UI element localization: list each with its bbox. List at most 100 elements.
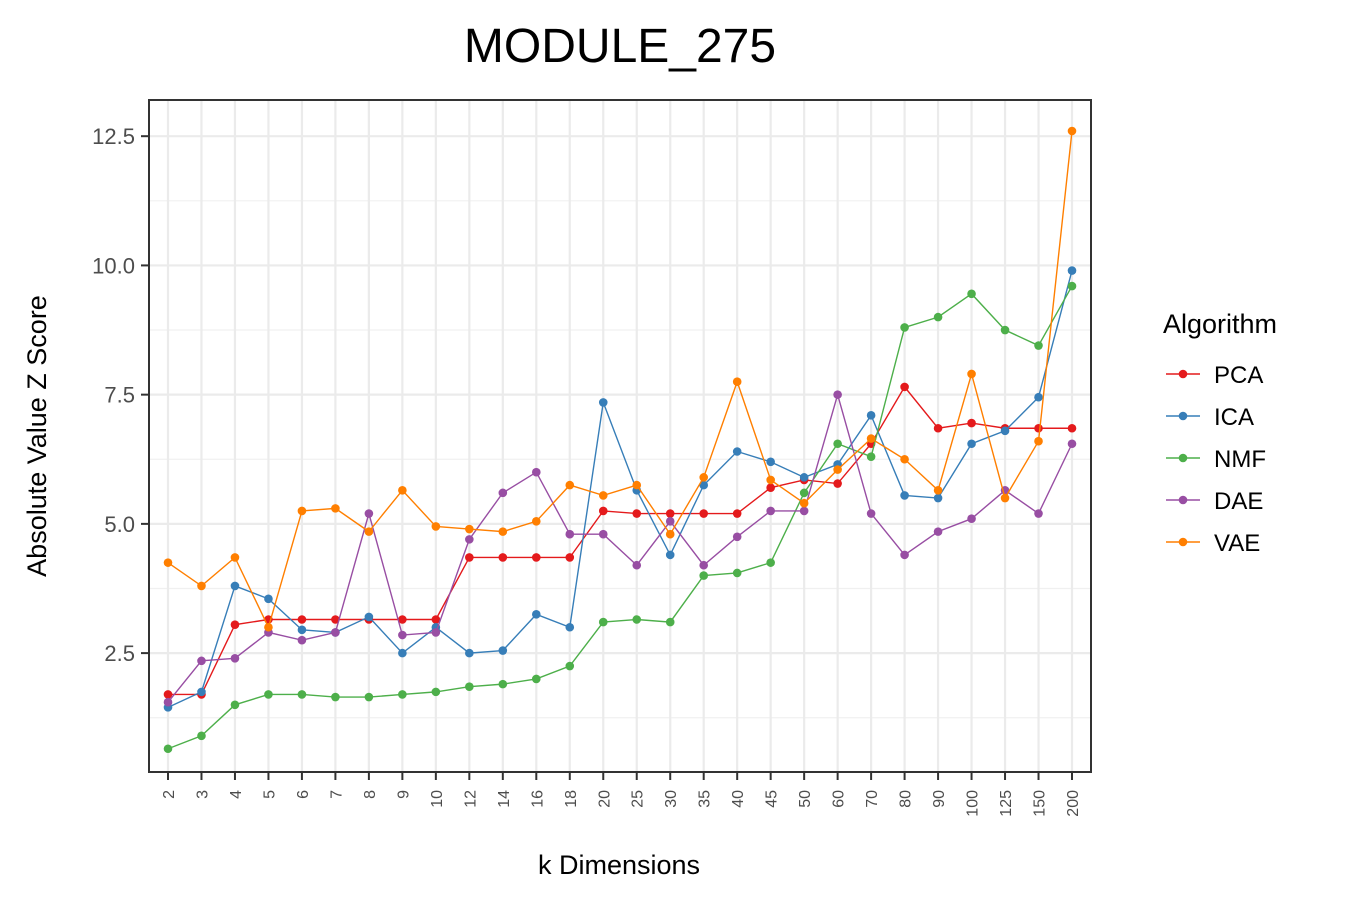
- data-point-nmf: [900, 323, 909, 332]
- data-point-dae: [1034, 509, 1043, 518]
- legend-item-ica: ICA: [1166, 404, 1254, 431]
- data-point-pca: [766, 483, 775, 492]
- data-point-nmf: [431, 687, 441, 697]
- data-point-pca: [297, 615, 307, 624]
- legend-label: PCA: [1214, 362, 1263, 389]
- data-point-vae: [498, 527, 508, 536]
- series-vae: [163, 126, 1077, 632]
- x-tick-label: 60: [831, 790, 848, 808]
- data-point-dae: [197, 656, 206, 666]
- data-point-pca: [1067, 423, 1077, 433]
- legend-key-point: [1178, 537, 1188, 547]
- data-point-nmf: [967, 289, 976, 299]
- series-line-dae: [167, 392, 1073, 703]
- x-tick-label: 100: [965, 790, 982, 817]
- legend-label: NMF: [1214, 446, 1266, 473]
- data-point-vae: [163, 558, 173, 567]
- data-point-vae: [833, 465, 842, 474]
- data-point-nmf: [163, 744, 173, 754]
- x-axis: 2 3 4 5 6 7 8 9 10 12 14 16 18 20 25 30 35 40 45 50 60 70 80 90…: [161, 772, 1082, 817]
- x-tick-label: 5: [261, 790, 278, 799]
- data-point-vae: [398, 485, 407, 495]
- data-point-pca: [699, 509, 709, 518]
- data-point-ica: [465, 648, 474, 658]
- data-point-pca: [933, 423, 943, 433]
- data-point-nmf: [1067, 281, 1077, 291]
- series-line-pca: [168, 385, 1072, 696]
- data-point-dae: [866, 509, 876, 518]
- x-tick-label: 14: [496, 790, 513, 808]
- series-ica: [163, 266, 1077, 712]
- plot-background: [149, 100, 1091, 772]
- x-tick-label: 12: [462, 790, 479, 808]
- x-tick-label: 4: [228, 790, 245, 799]
- y-tick-label: 10.0: [92, 253, 135, 278]
- data-point-ica: [565, 622, 575, 632]
- data-point-ica: [1067, 266, 1077, 275]
- x-tick-label: 9: [395, 790, 412, 799]
- data-point-pca: [498, 553, 508, 562]
- series-group: [163, 126, 1077, 754]
- data-point-nmf: [465, 682, 474, 692]
- data-point-dae: [699, 560, 709, 570]
- data-point-dae: [531, 467, 541, 477]
- x-tick-label: 2: [161, 790, 178, 799]
- data-point-vae: [665, 529, 675, 539]
- series-line-ica: [167, 270, 1073, 709]
- data-point-ica: [398, 648, 407, 658]
- data-point-pca: [431, 615, 441, 624]
- data-point-ica: [967, 439, 976, 449]
- data-point-vae: [933, 485, 943, 495]
- data-point-nmf: [364, 692, 374, 702]
- series-line-vae: [167, 130, 1073, 630]
- data-point-ica: [933, 493, 943, 503]
- x-tick-label: 45: [764, 790, 781, 808]
- data-point-pca: [598, 506, 608, 516]
- data-point-vae: [197, 581, 206, 591]
- data-point-nmf: [766, 558, 775, 567]
- y-axis: 2.5 5.0 7.5 10.0 12.5: [92, 124, 149, 666]
- data-point-vae: [465, 524, 474, 534]
- data-point-vae: [766, 475, 775, 485]
- legend-title: Algorithm: [1163, 309, 1277, 339]
- data-point-vae: [967, 369, 976, 379]
- data-point-ica: [699, 480, 709, 490]
- data-point-ica: [665, 550, 675, 560]
- data-point-nmf: [732, 568, 742, 578]
- data-point-vae: [799, 498, 809, 508]
- data-point-pca: [665, 509, 675, 518]
- legend-key-point: [1178, 453, 1188, 463]
- y-tick-label: 2.5: [104, 641, 135, 666]
- data-point-ica: [498, 646, 508, 655]
- x-tick-label: 8: [362, 790, 379, 799]
- legend-item-dae: DAE: [1166, 488, 1263, 515]
- data-point-dae: [230, 653, 240, 663]
- data-point-vae: [565, 480, 575, 490]
- data-point-nmf: [699, 571, 709, 580]
- legend-key-point: [1178, 369, 1188, 379]
- data-point-ica: [364, 612, 374, 622]
- x-tick-label: 18: [563, 790, 580, 808]
- data-point-ica: [766, 457, 775, 467]
- data-point-dae: [900, 550, 909, 560]
- data-point-dae: [565, 529, 575, 539]
- x-tick-label: 125: [998, 790, 1015, 817]
- data-point-dae: [398, 630, 407, 640]
- data-point-nmf: [197, 731, 206, 741]
- series-line-nmf: [167, 285, 1073, 750]
- data-point-nmf: [565, 661, 575, 671]
- data-point-pca: [732, 509, 742, 518]
- data-point-pca: [900, 382, 909, 392]
- x-tick-label: 90: [931, 790, 948, 808]
- data-point-dae: [465, 535, 474, 544]
- plot-area: [149, 100, 1091, 772]
- data-point-ica: [732, 447, 742, 456]
- data-point-ica: [1034, 392, 1043, 402]
- data-point-nmf: [632, 615, 642, 624]
- data-point-pca: [833, 479, 842, 488]
- data-point-nmf: [665, 617, 675, 627]
- data-point-pca: [398, 615, 407, 624]
- data-point-nmf: [398, 690, 407, 699]
- data-point-dae: [297, 635, 307, 645]
- y-tick-label: 7.5: [104, 383, 135, 408]
